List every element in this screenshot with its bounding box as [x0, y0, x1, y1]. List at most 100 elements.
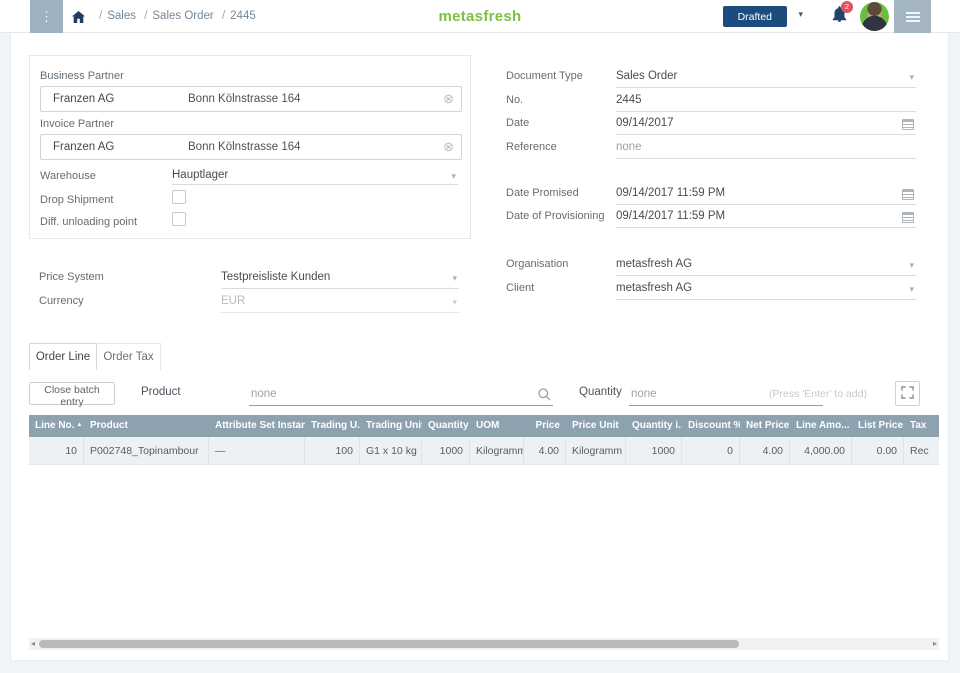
calendar-icon[interactable] — [902, 119, 914, 130]
currency-label: Currency — [39, 295, 84, 307]
product-input[interactable] — [249, 383, 553, 405]
notification-badge: 2 — [841, 1, 853, 13]
invoice-partner-name: Franzen AG — [53, 141, 115, 153]
horizontal-scrollbar[interactable]: ◂ ▸ — [29, 638, 939, 650]
calendar-icon[interactable] — [902, 189, 914, 200]
price-system-field: Price System Testpreisliste Kunden ▾ — [39, 269, 459, 293]
table-row[interactable]: 10 P002748_Topinambour — 100 G1 x 10 kg … — [29, 437, 939, 465]
diff-unloading-point-label: Diff. unloading point — [40, 216, 138, 228]
column-header-trading-unit[interactable]: Trading Unit — [366, 420, 422, 431]
cell-attribute-set-instance[interactable]: — — [209, 437, 305, 464]
calendar-icon[interactable] — [902, 212, 914, 223]
breadcrumb-item-sales[interactable]: Sales — [107, 10, 136, 22]
date-value[interactable]: 09/14/2017 — [616, 117, 674, 129]
breadcrumb-item-sales-order[interactable]: Sales Order — [152, 10, 214, 22]
quantity-input[interactable] — [629, 383, 823, 405]
business-partner-address: Bonn Kölnstrasse 164 — [188, 93, 301, 105]
column-header-price-unit[interactable]: Price Unit — [572, 420, 619, 431]
press-enter-hint: (Press 'Enter' to add) — [769, 388, 867, 400]
menu-button[interactable]: ⋮ — [30, 0, 63, 33]
status-chevron-down-icon[interactable]: ▾ — [798, 9, 803, 19]
column-header-line-no[interactable]: Line No. ▲ — [35, 420, 83, 431]
price-system-chevron-down-icon[interactable]: ▾ — [452, 273, 457, 283]
warehouse-value[interactable]: Hauptlager — [172, 169, 229, 181]
document-type-chevron-down-icon[interactable]: ▾ — [909, 72, 914, 82]
business-partner-field[interactable]: Franzen AG Bonn Kölnstrasse 164 ⊗ — [40, 86, 462, 112]
doc-no-value[interactable]: 2445 — [616, 94, 642, 106]
reference-value[interactable]: none — [616, 141, 642, 153]
column-header-list-price[interactable]: List Price — [858, 420, 904, 431]
invoice-partner-label: Invoice Partner — [40, 118, 114, 130]
cell-price-unit[interactable]: Kilogramm — [566, 437, 626, 464]
column-header-trading-u[interactable]: Trading U... — [311, 420, 360, 431]
cell-line-amount[interactable]: 4,000.00 — [790, 437, 852, 464]
column-header-uom[interactable]: UOM — [476, 420, 500, 431]
column-header-net-price[interactable]: Net Price — [746, 420, 790, 431]
cell-net-price[interactable]: 4.00 — [740, 437, 790, 464]
cell-uom[interactable]: Kilogramm — [470, 437, 524, 464]
fullscreen-button[interactable] — [895, 381, 920, 406]
price-system-value[interactable]: Testpreisliste Kunden — [221, 271, 331, 283]
scroll-right-icon[interactable]: ▸ — [932, 639, 937, 648]
notifications-bell-icon[interactable]: 2 — [832, 1, 853, 27]
document-type-value[interactable]: Sales Order — [616, 70, 678, 82]
quantity-label: Quantity — [579, 386, 622, 398]
organisation-chevron-down-icon[interactable]: ▾ — [909, 260, 914, 270]
cell-list-price[interactable]: 0.00 — [852, 437, 904, 464]
invoice-partner-field[interactable]: Franzen AG Bonn Kölnstrasse 164 ⊗ — [40, 134, 462, 160]
client-value[interactable]: metasfresh AG — [616, 282, 693, 294]
cell-quantity[interactable]: 1000 — [422, 437, 470, 464]
column-header-tax[interactable]: Tax — [910, 420, 927, 431]
column-header-product[interactable]: Product — [90, 420, 128, 431]
cell-quantity-i[interactable]: 1000 — [626, 437, 682, 464]
column-header-attribute-set-instance[interactable]: Attribute Set Instance — [215, 420, 305, 431]
date-of-provisioning-label: Date of Provisioning — [506, 210, 605, 222]
date-promised-label: Date Promised — [506, 187, 579, 199]
scrollbar-thumb[interactable] — [39, 640, 739, 648]
tab-order-line[interactable]: Order Line — [29, 343, 97, 370]
cell-trading-u[interactable]: 100 — [305, 437, 360, 464]
order-lines-table: Line No.▲ Product Attribute Set Instance… — [29, 415, 939, 465]
product-input-wrap — [249, 383, 553, 406]
clear-icon[interactable]: ⊗ — [443, 139, 454, 154]
close-batch-entry-button[interactable]: Close batch entry — [29, 382, 115, 408]
date-of-provisioning-value[interactable]: 09/14/2017 11:59 PM — [616, 210, 726, 222]
client-chevron-down-icon[interactable]: ▾ — [909, 284, 914, 294]
cell-tax[interactable]: Rec — [904, 437, 939, 464]
column-header-line-amount[interactable]: Line Amo... — [796, 420, 850, 431]
clear-icon[interactable]: ⊗ — [443, 91, 454, 106]
search-icon — [538, 388, 551, 406]
cell-line-no[interactable]: 10 — [29, 437, 84, 464]
cell-product[interactable]: P002748_Topinambour — [84, 437, 209, 464]
doc-status-button[interactable]: Drafted — [722, 6, 787, 27]
tab-order-tax[interactable]: Order Tax — [97, 343, 161, 370]
reference-field: Reference none — [506, 139, 916, 163]
home-icon[interactable] — [72, 10, 85, 28]
date-label: Date — [506, 117, 530, 129]
sidelist-button[interactable] — [894, 0, 931, 33]
column-header-quantity-i[interactable]: Quantity i... — [632, 420, 682, 431]
warehouse-chevron-down-icon[interactable]: ▾ — [451, 171, 456, 181]
cell-trading-unit[interactable]: G1 x 10 kg — [360, 437, 422, 464]
scroll-left-icon[interactable]: ◂ — [31, 639, 36, 648]
avatar[interactable] — [860, 2, 889, 31]
date-promised-value[interactable]: 09/14/2017 11:59 PM — [616, 187, 726, 199]
cell-discount[interactable]: 0 — [682, 437, 740, 464]
drop-shipment-checkbox[interactable] — [172, 190, 186, 204]
diff-unloading-point-checkbox[interactable] — [172, 212, 186, 226]
partner-card: Business Partner Franzen AG Bonn Kölnstr… — [29, 55, 471, 239]
column-header-discount[interactable]: Discount % — [688, 420, 740, 431]
column-header-quantity[interactable]: Quantity — [428, 420, 469, 431]
organisation-value[interactable]: metasfresh AG — [616, 258, 693, 270]
reference-label: Reference — [506, 141, 557, 153]
cell-price[interactable]: 4.00 — [524, 437, 566, 464]
breadcrumb-item-doc-number[interactable]: 2445 — [230, 10, 256, 22]
invoice-partner-address: Bonn Kölnstrasse 164 — [188, 141, 301, 153]
currency-chevron-down-icon: ▾ — [452, 297, 457, 307]
top-bar: ⋮ / Sales / Sales Order /2445 metasfresh D… — [0, 0, 960, 33]
document-type-label: Document Type — [506, 70, 583, 82]
breadcrumb: / Sales / Sales Order / 2445 — [94, 10, 256, 22]
column-header-price[interactable]: Price — [535, 420, 560, 431]
expand-icon — [901, 385, 914, 402]
